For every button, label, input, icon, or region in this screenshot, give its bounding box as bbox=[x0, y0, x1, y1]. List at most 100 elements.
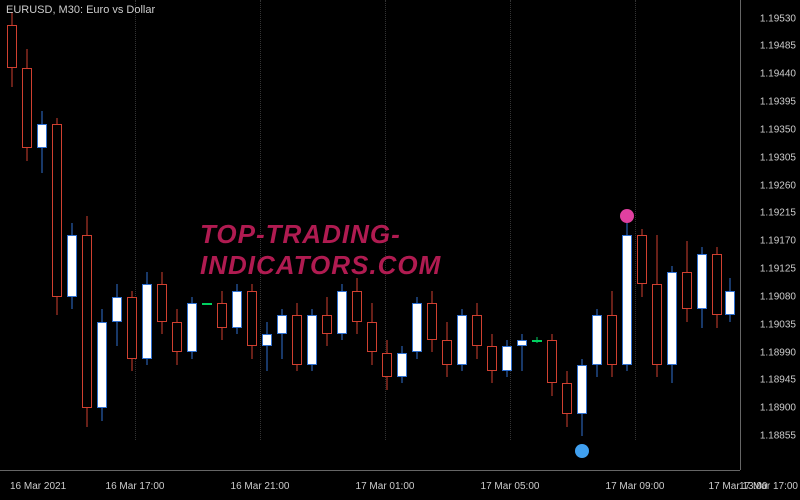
candle bbox=[202, 0, 212, 470]
candle-body bbox=[725, 291, 735, 316]
candle bbox=[562, 0, 572, 470]
x-tick-label: 16 Mar 17:00 bbox=[106, 481, 165, 492]
candle-body bbox=[427, 303, 437, 340]
candle-body bbox=[577, 365, 587, 414]
candle bbox=[502, 0, 512, 470]
candle bbox=[127, 0, 137, 470]
candle-body bbox=[52, 124, 62, 297]
candle bbox=[427, 0, 437, 470]
candle bbox=[307, 0, 317, 470]
candle-body bbox=[202, 303, 212, 305]
candle bbox=[157, 0, 167, 470]
candle bbox=[262, 0, 272, 470]
candle bbox=[187, 0, 197, 470]
candle-body bbox=[517, 340, 527, 346]
candle-body bbox=[607, 315, 617, 364]
y-tick-label: 1.19485 bbox=[760, 41, 796, 52]
x-axis: 16 Mar 2021 16 Mar 17:00 16 Mar 21:00 17 Ma… bbox=[0, 470, 740, 500]
candle-body bbox=[502, 346, 512, 371]
candle-body bbox=[352, 291, 362, 322]
candle-body bbox=[622, 235, 632, 365]
y-tick-label: 1.19440 bbox=[760, 69, 796, 80]
candle-body bbox=[337, 291, 347, 334]
candle bbox=[412, 0, 422, 470]
candle bbox=[322, 0, 332, 470]
candle-body bbox=[322, 315, 332, 334]
signal-sell-icon bbox=[620, 209, 634, 223]
candle-body bbox=[67, 235, 77, 297]
candle-body bbox=[277, 315, 287, 334]
candle bbox=[725, 0, 735, 470]
candle-body bbox=[172, 322, 182, 353]
candle-body bbox=[697, 254, 707, 310]
candle-body bbox=[232, 291, 242, 328]
candle bbox=[637, 0, 647, 470]
candle-body bbox=[562, 383, 572, 414]
y-tick-label: 1.19215 bbox=[760, 208, 796, 219]
candle-body bbox=[7, 25, 17, 68]
x-tick-label: 17 Mar 05:00 bbox=[481, 481, 540, 492]
candle bbox=[442, 0, 452, 470]
candle-body bbox=[472, 315, 482, 346]
candle-body bbox=[112, 297, 122, 322]
candle bbox=[292, 0, 302, 470]
x-tick-label: 17 Mar 17:00 bbox=[739, 481, 798, 492]
candle-body bbox=[487, 346, 497, 371]
candle bbox=[712, 0, 722, 470]
candle-body bbox=[22, 68, 32, 148]
candle bbox=[472, 0, 482, 470]
candle-body bbox=[127, 297, 137, 359]
candle bbox=[142, 0, 152, 470]
candle bbox=[277, 0, 287, 470]
candle bbox=[367, 0, 377, 470]
candle-body bbox=[397, 353, 407, 378]
candle bbox=[232, 0, 242, 470]
candle bbox=[532, 0, 542, 470]
candle-body bbox=[247, 291, 257, 347]
y-tick-label: 1.18945 bbox=[760, 375, 796, 386]
chart-plot-area[interactable] bbox=[0, 0, 740, 470]
candle bbox=[667, 0, 677, 470]
x-tick-label: 16 Mar 21:00 bbox=[231, 481, 290, 492]
candle bbox=[547, 0, 557, 470]
candle-body bbox=[37, 124, 47, 149]
y-tick-label: 1.18855 bbox=[760, 430, 796, 441]
y-tick-label: 1.19260 bbox=[760, 180, 796, 191]
candle-body bbox=[82, 235, 92, 408]
y-tick-label: 1.19125 bbox=[760, 264, 796, 275]
candle bbox=[382, 0, 392, 470]
candle-body bbox=[382, 353, 392, 378]
candle bbox=[172, 0, 182, 470]
candle-body bbox=[652, 284, 662, 364]
signal-buy-icon bbox=[575, 444, 589, 458]
candle-body bbox=[217, 303, 227, 328]
y-axis: 1.188551.189001.189451.189901.190351.190… bbox=[740, 0, 800, 470]
candle-body bbox=[592, 315, 602, 364]
candle-body bbox=[712, 254, 722, 316]
candle bbox=[697, 0, 707, 470]
candle bbox=[337, 0, 347, 470]
candle-body bbox=[457, 315, 467, 364]
candle-body bbox=[532, 340, 542, 342]
candle bbox=[112, 0, 122, 470]
y-tick-label: 1.19035 bbox=[760, 319, 796, 330]
candle-body bbox=[142, 284, 152, 358]
y-tick-label: 1.19305 bbox=[760, 152, 796, 163]
candle-body bbox=[187, 303, 197, 352]
candle bbox=[52, 0, 62, 470]
candle bbox=[247, 0, 257, 470]
candle bbox=[622, 0, 632, 470]
chart-container: EURUSD, M30: Euro vs Dollar 1.188551.189… bbox=[0, 0, 800, 500]
candle bbox=[397, 0, 407, 470]
candle bbox=[517, 0, 527, 470]
candle bbox=[652, 0, 662, 470]
candle bbox=[22, 0, 32, 470]
candle bbox=[577, 0, 587, 470]
candle bbox=[457, 0, 467, 470]
candle-body bbox=[157, 284, 167, 321]
candle bbox=[352, 0, 362, 470]
candle bbox=[82, 0, 92, 470]
y-tick-label: 1.18990 bbox=[760, 347, 796, 358]
y-tick-label: 1.19170 bbox=[760, 236, 796, 247]
x-tick-label: 16 Mar 2021 bbox=[10, 481, 66, 492]
